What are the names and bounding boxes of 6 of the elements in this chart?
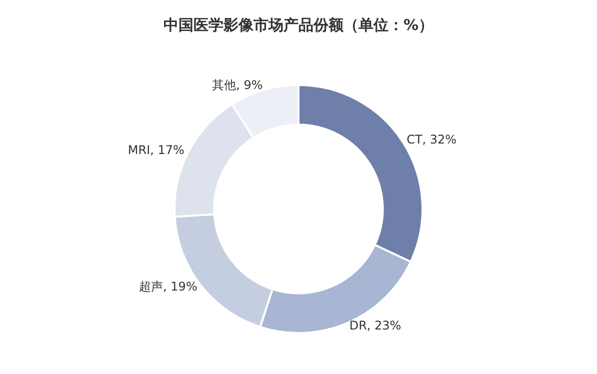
slice-label: 其他, 9% [212,78,263,92]
slice-label: DR, 23% [349,318,402,333]
slice-label: CT, 32% [406,132,457,147]
slice-label: MRI, 17% [128,143,184,158]
slice-label: 超声, 19% [139,280,198,294]
chart-title: 中国医学影像市场产品份额（单位：%） [162,15,435,36]
